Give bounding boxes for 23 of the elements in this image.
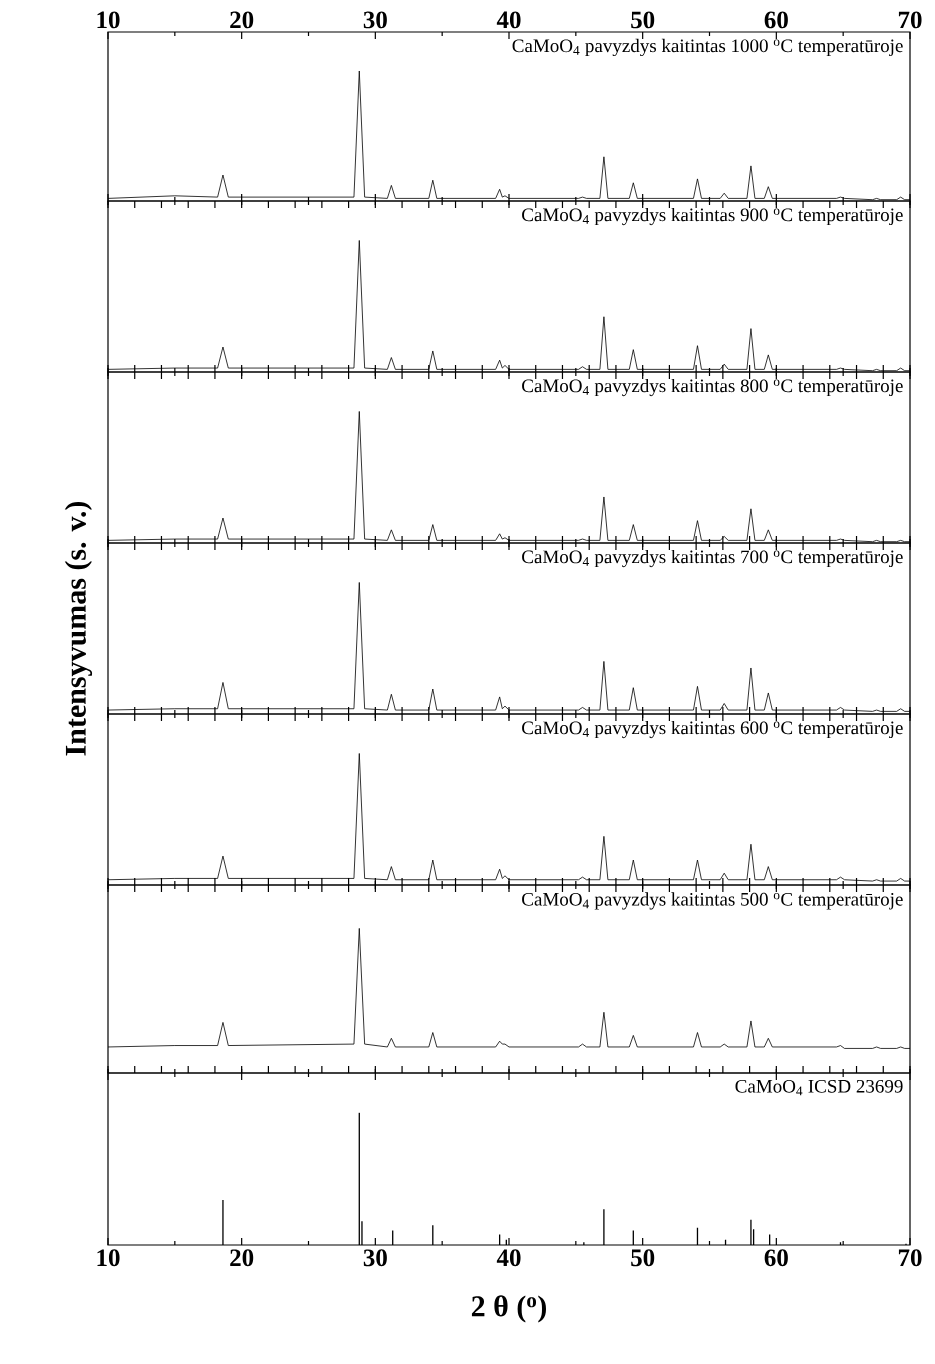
x-tick-label: 10 — [97, 11, 120, 29]
chart-title: CaMoO$_{4}$ pavyzdys kaitintas 600 $^{o}$C temperatūroje — [522, 720, 903, 739]
x-tick-label: 70 — [898, 1249, 922, 1267]
x-tick-label: 20 — [230, 1249, 254, 1267]
x-tick-label: 60 — [764, 1249, 788, 1267]
x-tick-label: 50 — [631, 1249, 655, 1267]
chart-title: CaMoO$_{4}$ ICSD 23699 — [735, 1079, 903, 1096]
chart-title: CaMoO$_{4}$ pavyzdys kaitintas 800 $^{o}$C temperatūroje — [522, 378, 903, 397]
x-axis-title: 2 θ ($^{o}$) — [471, 1295, 546, 1323]
y-axis-title: Intensyvumas (s. v.) — [64, 501, 93, 756]
x-tick-label: 10 — [97, 1249, 120, 1267]
x-tick-label: 20 — [230, 11, 254, 29]
x-tick-label: 40 — [496, 11, 521, 29]
x-tick-label: 70 — [898, 11, 922, 29]
chart-title: CaMoO$_{4}$ pavyzdys kaitintas 1000 $^{o}$C temperatūroje — [512, 38, 903, 57]
x-tick-label: 30 — [363, 1249, 387, 1267]
x-tick-label: 40 — [496, 1249, 521, 1267]
chart-title: CaMoO$_{4}$ pavyzdys kaitintas 700 $^{o}$C temperatūroje — [522, 549, 903, 568]
chart-title: CaMoO$_{4}$ pavyzdys kaitintas 500 $^{o}$C temperatūroje — [522, 892, 903, 910]
x-tick-label: 60 — [764, 11, 788, 29]
x-tick-label: 50 — [631, 11, 655, 29]
chart-title: CaMoO$_{4}$ pavyzdys kaitintas 900 $^{o}$C temperatūroje — [522, 207, 903, 226]
x-tick-label: 30 — [363, 11, 387, 29]
